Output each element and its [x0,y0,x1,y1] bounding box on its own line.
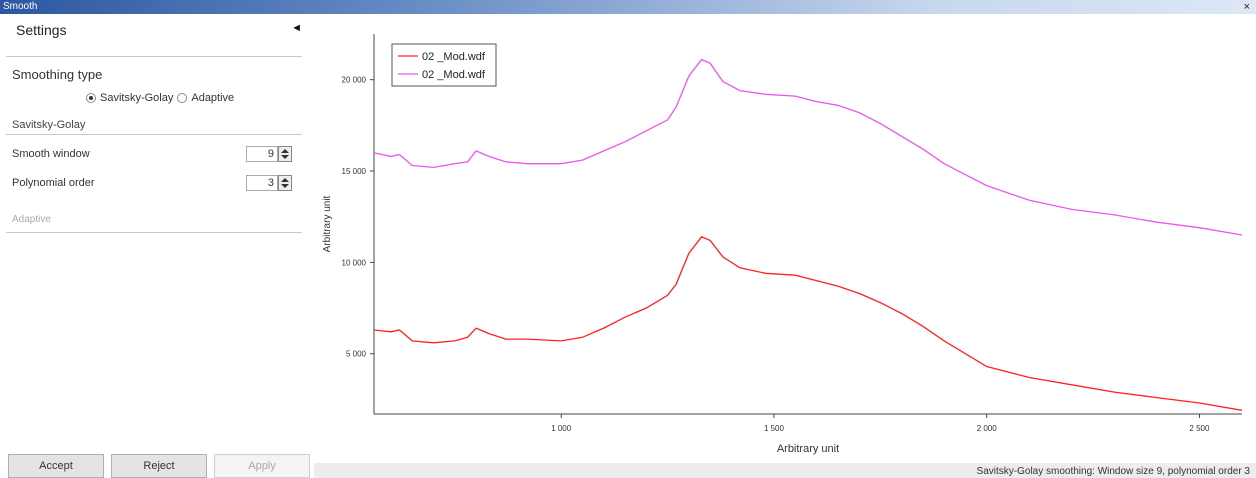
y-tick-label: 20 000 [342,76,367,85]
series-line-1 [374,58,1242,236]
polynomial-order-stepper[interactable]: 3 [246,175,296,193]
legend-entry-0: 02 _Mod.wdf [422,51,486,63]
divider [6,56,302,57]
y-tick-label: 10 000 [342,258,367,267]
settings-header[interactable]: Settings ◄ [6,20,302,40]
spin-up-icon[interactable] [281,149,289,153]
collapse-arrow-icon[interactable]: ◄ [291,22,302,34]
smooth-window-input[interactable]: 9 [246,146,278,162]
smoothing-type-label: Smoothing type [12,67,103,82]
x-tick-label: 2 000 [977,424,998,433]
radio-label: Adaptive [191,92,235,104]
reject-button[interactable]: Reject [111,454,207,478]
series-line-0 [374,236,1242,411]
x-axis-label: Arbitrary unit [777,443,839,455]
x-tick-label: 1 000 [551,424,572,433]
y-axis-label: Arbitrary unit [322,195,333,252]
status-text: Savitsky-Golay smoothing: Window size 9,… [976,466,1250,477]
smooth-window-label: Smooth window [12,148,90,160]
radio-adaptive[interactable]: Adaptive [177,92,234,104]
y-tick-label: 15 000 [342,167,367,176]
y-tick-label: 5 000 [346,350,367,359]
x-tick-label: 1 500 [764,424,785,433]
accept-button[interactable]: Accept [8,454,104,478]
radio-selected-icon[interactable] [86,93,96,103]
spin-down-icon[interactable] [281,184,289,188]
settings-panel [0,14,314,478]
adaptive-section-title: Adaptive [12,214,51,225]
savitsky-golay-section-title: Savitsky-Golay [12,119,86,131]
smooth-window-row: Smooth window 9 [12,146,300,164]
polynomial-order-row: Polynomial order 3 [12,175,300,193]
radio-savitsky-golay[interactable]: Savitsky-Golay [86,92,173,104]
status-bar [314,463,1256,478]
divider [6,232,302,233]
apply-button[interactable]: Apply [214,454,310,478]
spin-up-icon[interactable] [281,178,289,182]
polynomial-order-input[interactable]: 3 [246,175,278,191]
divider [6,134,302,135]
legend-box [391,43,497,87]
title-bar: Smooth × [0,0,1256,14]
stepper-buttons[interactable] [278,146,292,162]
spectrum-chart[interactable]: 1 000 1 500 2 000 2 500 5 000 10 000 15 000 20 … [314,14,1256,463]
legend-entry-1: 02 _Mod.wdf [422,69,486,81]
stepper-buttons[interactable] [278,175,292,191]
window-title: Smooth [3,1,38,12]
smoothing-type-options: Savitsky-Golay Adaptive [86,92,238,104]
close-icon[interactable]: × [1243,1,1250,13]
spin-down-icon[interactable] [281,155,289,159]
polynomial-order-label: Polynomial order [12,177,95,189]
smooth-window-stepper[interactable]: 9 [246,146,296,164]
radio-unselected-icon[interactable] [177,93,188,103]
settings-title: Settings [16,22,67,38]
radio-label: Savitsky-Golay [100,92,174,104]
x-tick-label: 2 500 [1189,424,1210,433]
